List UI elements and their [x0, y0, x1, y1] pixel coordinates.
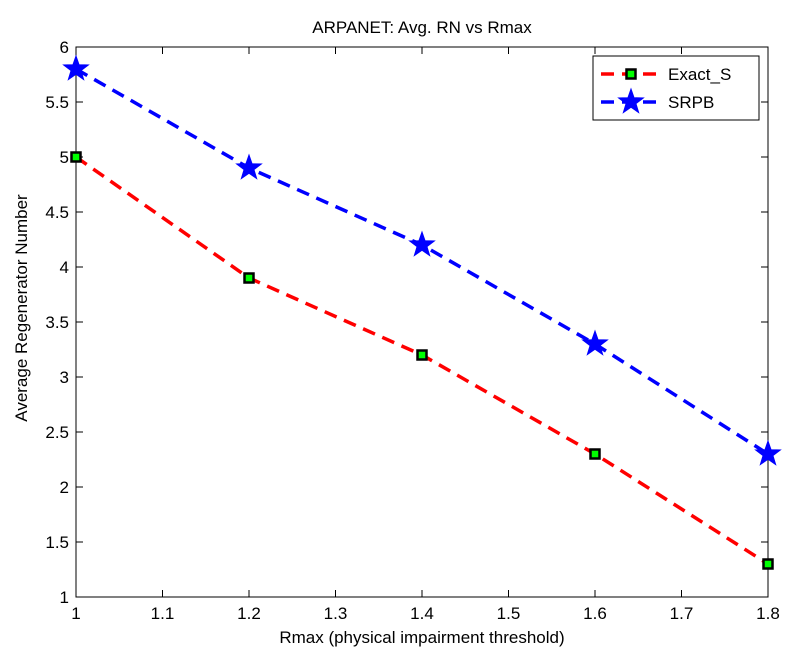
x-tick-label: 1.1: [151, 604, 175, 623]
y-tick-label: 1: [60, 588, 69, 607]
legend-box: [592, 55, 760, 121]
legend-label-exact-s: Exact_S: [668, 65, 731, 84]
data-point-exact-s: [416, 349, 428, 361]
y-tick-label: 1.5: [45, 533, 69, 552]
series-exact-s: [70, 151, 774, 570]
data-point-srpb: [235, 153, 263, 180]
x-axis-label: Rmax (physical impairment threshold): [279, 628, 564, 647]
plot-frame: [75, 46, 769, 598]
series-line-srpb: [75, 67, 769, 456]
y-tick-label: 3.5: [45, 313, 69, 332]
y-tick-label: 3: [60, 368, 69, 387]
data-point-srpb: [408, 230, 436, 257]
y-tick-label: 5: [60, 148, 69, 167]
data-point-exact-s: [589, 448, 601, 460]
y-tick-label: 6: [60, 38, 69, 57]
x-tick-label: 1.4: [410, 604, 434, 623]
series-srpb: [62, 54, 782, 466]
data-point-srpb: [754, 439, 782, 466]
legend-marker-srpb: [617, 87, 645, 114]
x-tick-label: 1.5: [497, 604, 521, 623]
y-tick-label: 2: [60, 478, 69, 497]
data-point-srpb: [62, 54, 90, 81]
x-tick-label: 1.6: [583, 604, 607, 623]
legend: Exact_S SRPB: [592, 55, 760, 121]
data-point-exact-s: [70, 151, 82, 163]
chart-title: ARPANET: Avg. RN vs Rmax: [312, 18, 532, 37]
data-point-exact-s: [243, 272, 255, 284]
data-point-exact-s: [762, 558, 774, 570]
y-tick-label: 4.5: [45, 203, 69, 222]
plot-layer: 1 1.1 1.2 1.3 1.4 1.5 1.6 1.7 1.8 1 1.5 2 2.5 3 3.5 4 4.…: [45, 38, 782, 623]
x-tick-label: 1.7: [670, 604, 694, 623]
y-axis-label: Average Regenerator Number: [12, 194, 31, 422]
y-tick-label: 5.5: [45, 93, 69, 112]
x-tick-label: 1.2: [237, 604, 261, 623]
x-tick-label: 1: [71, 604, 80, 623]
y-tick-label: 4: [60, 258, 69, 277]
legend-marker-exact-s: [625, 68, 637, 80]
x-tick-label: 1.8: [756, 604, 780, 623]
legend-label-srpb: SRPB: [668, 93, 714, 112]
data-point-srpb: [581, 329, 609, 356]
y-tick-label: 2.5: [45, 423, 69, 442]
x-tick-label: 1.3: [324, 604, 348, 623]
